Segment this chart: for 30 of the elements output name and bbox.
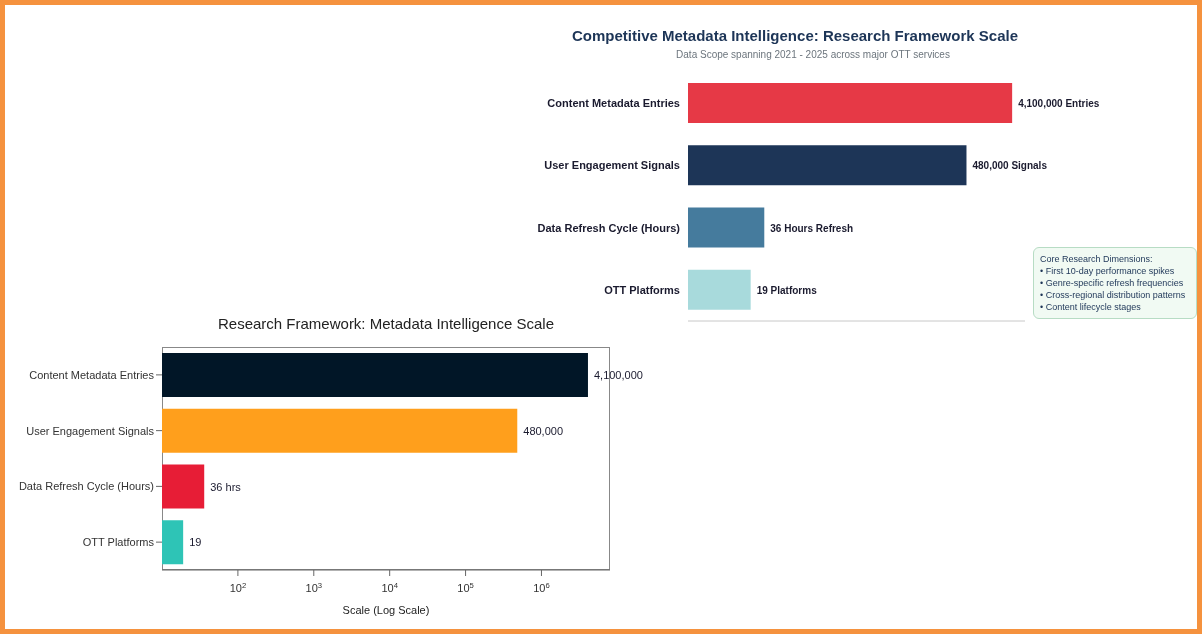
chart-subtitle: Data Scope spanning 2021 - 2025 across major OTT services [675, 49, 951, 60]
data-label: 480,000 Signals [972, 159, 1048, 171]
text: • Cross-regional distribution patterns [1040, 289, 1187, 301]
data-label: 36 Hours Refresh [770, 222, 854, 233]
x-tick-label: 10$^{6}$ [533, 580, 550, 594]
y-tick-label: Content Metadata Entries [547, 97, 680, 110]
data-label: 19 [189, 536, 202, 549]
y-tick-label: User Engagement Signals [26, 424, 155, 437]
y-tick-label: OTT Platforms [82, 536, 155, 549]
text: • Content lifecycle stages [1040, 301, 1142, 313]
x-axis-title: Scale (Log Scale) [342, 604, 430, 616]
y-tick-label: Data Refresh Cycle (Hours) [537, 221, 681, 234]
data-label: 36 hrs [210, 480, 242, 493]
y-tick-label: Content Metadata Entries [29, 368, 155, 381]
x-tick-label: 10$^{5}$ [457, 580, 474, 594]
data-label: 4,100,000 Entries [1018, 97, 1100, 109]
x-tick-label: 10$^{3}$ [305, 580, 323, 594]
text: Core Research Dimensions: [1040, 253, 1154, 265]
x-tick-label: 10$^{4}$ [381, 580, 399, 594]
data-label: 19 Platforms [756, 284, 818, 296]
text: • First 10-day performance spikes [1040, 265, 1176, 277]
text: • Genre-specific refresh frequencies [1040, 277, 1185, 289]
chart-title: Research Framework: Metadata Intelligence Scale [217, 315, 555, 332]
x-tick-label: 10$^{2}$ [229, 580, 247, 594]
data-label: 480,000 [523, 424, 564, 437]
y-tick-label: User Engagement Signals [544, 159, 680, 172]
y-tick-label: OTT Platforms [604, 283, 680, 296]
data-label: 4,100,000 [593, 369, 643, 381]
chart-title: Competitive Metadata Intelligence: Research Framework Scale [571, 27, 1019, 44]
y-tick-label: Data Refresh Cycle (Hours) [18, 480, 154, 493]
